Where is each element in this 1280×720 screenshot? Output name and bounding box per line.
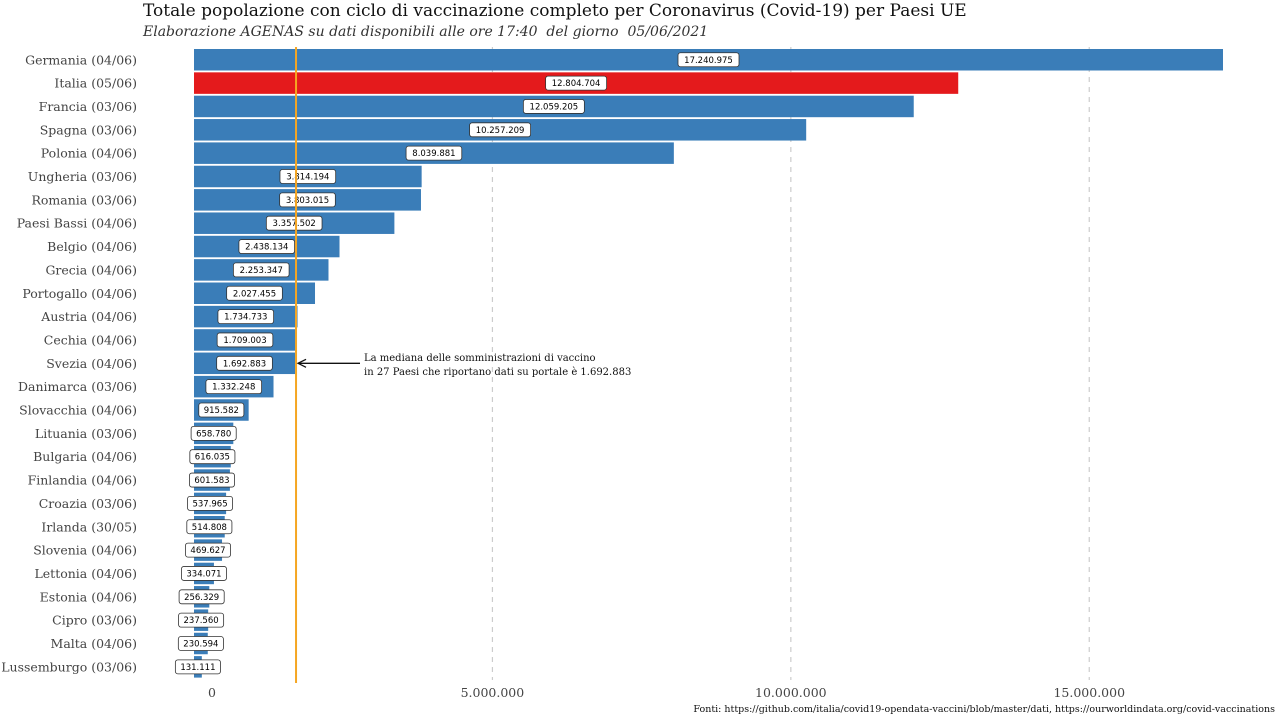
x-tick-label: 0: [208, 685, 216, 700]
category-label: Lettonia (04/06): [34, 566, 137, 581]
annotation-line-2: in 27 Paesi che riportano dati su portal…: [364, 367, 631, 378]
value-label: 514.808: [192, 523, 227, 533]
source-note: Fonti: https://github.com/italia/covid19…: [693, 704, 1275, 715]
category-label: Polonia (04/06): [41, 146, 137, 161]
category-label: Lussemburgo (03/06): [1, 659, 137, 674]
value-label-box: [186, 519, 233, 535]
value-label-box: [189, 449, 236, 465]
category-label: Belgio (04/06): [47, 239, 137, 254]
value-label-box: [522, 99, 585, 114]
value-label-box: [205, 379, 263, 395]
category-label: Lituania (03/06): [35, 426, 137, 441]
value-label: 601.583: [194, 476, 229, 486]
value-label-box: [405, 145, 463, 161]
category-label: Malta (04/06): [51, 636, 137, 651]
value-label: 1.709.003: [223, 336, 266, 346]
value-label-box: [677, 52, 740, 68]
category-label: Germania (04/06): [25, 52, 137, 67]
value-label-box: [217, 309, 275, 325]
value-label: 2.438.134: [245, 243, 288, 253]
value-label-box: [174, 659, 221, 675]
value-label-box: [178, 589, 225, 605]
category-label: Francia (03/06): [39, 99, 137, 114]
category-label: Paesi Bassi (04/06): [17, 216, 137, 231]
value-label: 469.627: [190, 546, 225, 556]
category-label: Ungheria (03/06): [28, 169, 137, 184]
value-label: 1.734.733: [224, 313, 267, 323]
value-label-box: [181, 566, 227, 581]
category-label: Slovenia (04/06): [33, 543, 137, 558]
value-label: 2.253.347: [240, 266, 283, 276]
annotation-arrowhead: [296, 358, 307, 368]
value-label: 256.329: [184, 593, 219, 603]
category-label: Estonia (04/06): [40, 589, 137, 604]
value-label-box: [177, 636, 224, 651]
category-label: Grecia (04/06): [45, 262, 137, 277]
value-label-box: [279, 192, 336, 208]
x-tick-label: 5.000.000: [461, 685, 525, 700]
value-label: 915.582: [204, 406, 239, 416]
value-label: 1.692.883: [223, 359, 266, 369]
value-label-box: [187, 495, 234, 511]
value-label: 1.332.248: [212, 383, 255, 393]
category-label: Danimarca (03/06): [18, 379, 137, 394]
value-label: 237.560: [184, 616, 219, 626]
category-label: Cipro (03/06): [52, 613, 137, 628]
category-label: Italia (05/06): [54, 76, 137, 91]
category-label: Croazia (03/06): [39, 496, 137, 511]
category-label: Irlanda (30/05): [41, 519, 137, 534]
value-label: 334.071: [186, 569, 221, 579]
value-label-box: [216, 355, 273, 371]
value-label: 12.804.704: [552, 79, 601, 89]
category-label: Bulgaria (04/06): [33, 449, 137, 464]
value-label-box: [279, 169, 337, 184]
category-label: Romania (03/06): [32, 192, 138, 207]
chart-title: Totale popolazione con ciclo di vaccinaz…: [143, 1, 967, 21]
value-label: 8.039.881: [412, 149, 455, 159]
value-label: 12.059.205: [530, 102, 579, 112]
value-label-box: [178, 612, 225, 628]
value-label: 3.803.015: [286, 196, 329, 206]
category-label: Slovacchia (04/06): [19, 403, 137, 418]
x-tick-label: 15.000.000: [1053, 685, 1125, 700]
value-label-box: [265, 215, 323, 231]
value-label-box: [185, 542, 231, 558]
value-label-box: [198, 402, 245, 418]
value-label: 2.027.455: [233, 289, 276, 299]
category-label: Finlandia (04/06): [28, 473, 137, 488]
chart-subtitle: Elaborazione AGENAS su dati disponibili …: [143, 24, 709, 40]
value-label: 537.965: [192, 499, 227, 509]
category-label: Cechia (04/06): [44, 332, 137, 347]
annotation-line-1: La mediana delle somministrazioni di vac…: [364, 353, 596, 364]
x-tick-label: 10.000.000: [755, 685, 827, 700]
value-label-box: [216, 332, 274, 348]
category-label: Spagna (03/06): [40, 122, 137, 137]
value-label: 3.814.194: [286, 173, 329, 183]
value-label: 131.111: [180, 663, 215, 673]
value-label: 230.594: [183, 640, 218, 650]
value-label-box: [469, 122, 531, 138]
value-label-box: [232, 262, 290, 278]
category-label: Austria (04/06): [40, 309, 137, 324]
value-label: 3.357.502: [273, 219, 316, 229]
value-label-box: [545, 75, 608, 91]
value-label-box: [226, 285, 283, 301]
value-label: 616.035: [195, 453, 230, 463]
value-label-box: [238, 239, 296, 254]
value-label: 10.257.209: [476, 126, 525, 136]
value-label: 658.780: [196, 429, 231, 439]
category-label: Portogallo (04/06): [22, 286, 137, 301]
value-label-box: [190, 425, 237, 441]
category-label: Svezia (04/06): [46, 356, 137, 371]
value-label: 17.240.975: [684, 56, 733, 66]
value-label-box: [189, 472, 235, 488]
